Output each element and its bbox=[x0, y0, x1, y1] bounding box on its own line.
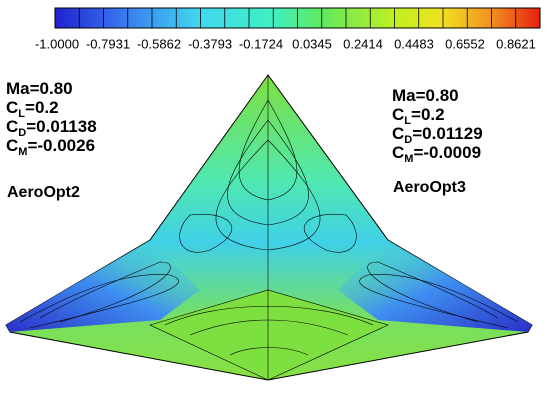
wing-surface bbox=[5, 74, 533, 381]
colorbar-label: 0.8621 bbox=[496, 36, 536, 51]
case-name: AeroOpt2 bbox=[7, 184, 80, 201]
case-name: AeroOpt3 bbox=[393, 179, 466, 196]
coef-symbol: C bbox=[392, 105, 404, 124]
coef-value: =0.2 bbox=[411, 105, 445, 124]
cm-label: CM=-0.0009 bbox=[392, 143, 481, 165]
left-annotation: Ma=0.80CL=0.2CD=0.01138CM=-0.0026AeroOpt… bbox=[6, 79, 97, 201]
colorbar-label: -0.7931 bbox=[86, 36, 130, 51]
coef-symbol: C bbox=[392, 143, 404, 162]
coef-symbol: C bbox=[6, 98, 18, 117]
colorbar bbox=[54, 7, 541, 29]
coef-symbol: C bbox=[6, 136, 18, 155]
right-annotation: Ma=0.80CL=0.2CD=0.01129CM=-0.0009AeroOpt… bbox=[392, 86, 483, 196]
mach-label: Ma=0.80 bbox=[6, 79, 73, 98]
cl-label: CL=0.2 bbox=[392, 105, 445, 127]
coef-subscript: M bbox=[404, 153, 413, 165]
right-tip-region bbox=[338, 240, 532, 332]
coef-value: =-0.0026 bbox=[27, 136, 95, 155]
coef-subscript: L bbox=[18, 108, 25, 120]
coef-subscript: L bbox=[404, 115, 411, 127]
cl-label: CL=0.2 bbox=[6, 98, 59, 120]
left-tip-region bbox=[6, 240, 200, 332]
coef-subscript: M bbox=[18, 146, 27, 158]
coef-value: =0.01129 bbox=[412, 124, 482, 143]
coef-value: =0.2 bbox=[25, 98, 59, 117]
colorbar-label: 0.2414 bbox=[343, 36, 383, 51]
mach-label: Ma=0.80 bbox=[392, 86, 459, 105]
cd-label: CD=0.01138 bbox=[6, 117, 97, 139]
contour-lines bbox=[19, 75, 519, 380]
cm-label: CM=-0.0026 bbox=[6, 136, 95, 158]
center-section bbox=[149, 289, 389, 381]
colorbar-label: 0.6552 bbox=[445, 36, 485, 51]
colorbar-label: -0.5862 bbox=[137, 36, 181, 51]
colorbar-label: 0.4483 bbox=[394, 36, 434, 51]
coef-value: =-0.0009 bbox=[413, 143, 481, 162]
coef-symbol: C bbox=[392, 124, 404, 143]
colorbar-label: 0.0345 bbox=[292, 36, 332, 51]
coef-symbol: C bbox=[6, 117, 18, 136]
cd-label: CD=0.01129 bbox=[392, 124, 483, 146]
colorbar-label: -0.3793 bbox=[188, 36, 232, 51]
colorbar-label: -0.1724 bbox=[239, 36, 283, 51]
coef-subscript: D bbox=[404, 134, 412, 146]
colorbar-label: -1.0000 bbox=[35, 36, 79, 51]
coef-subscript: D bbox=[18, 127, 26, 139]
coef-value: =0.01138 bbox=[26, 117, 96, 136]
